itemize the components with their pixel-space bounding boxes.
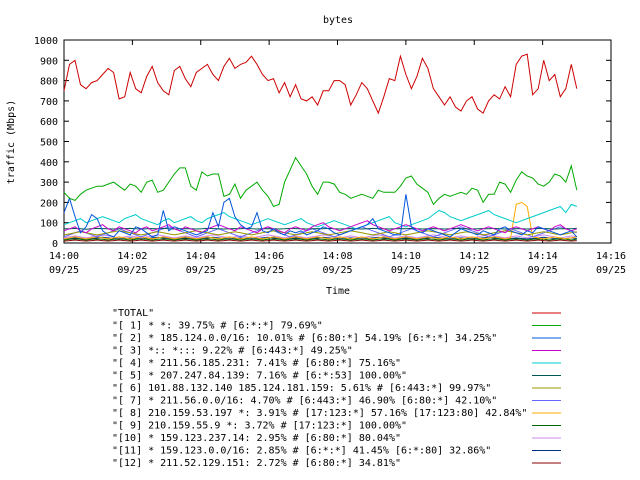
legend-label: "[ 5] * 207.247.84.139: 7.16% # [6:*:53]… [112,371,407,382]
x-tick-time-label: 14:16 [596,251,626,262]
legend-label: "[ 4] * 211.56.185.231: 7.41% # [6:80:*]… [112,358,401,369]
y-tick-label: 400 [40,158,58,169]
legend-label: "[ 3] *:: *::: 9.22% # [6:443:*] 49.25%" [112,346,353,357]
y-tick-label: 0 [52,239,58,250]
series-line-2 [63,194,578,238]
legend-label: "[12] * 211.52.129.151: 2.72% # [6:80:*]… [112,458,401,469]
legend-label: "[ 7] * 211.56.0.0/16: 4.70% # [6:443:*]… [112,396,497,407]
legend-label: "TOTAL" [112,308,154,319]
legend-label: "[ 2] * 185.124.0.0/16: 10.01% # [6:80:*… [112,333,497,344]
x-tick-date-label: 09/25 [459,265,489,276]
x-tick-time-label: 14:02 [117,251,147,262]
x-tick-time-label: 14:06 [254,251,284,262]
x-tick-date-label: 09/25 [596,265,626,276]
series-line-3 [63,220,577,234]
y-tick-label: 1000 [34,36,58,47]
y-tick-label: 800 [40,77,58,88]
axis-ticks: 0 100 200 300 400 500 600 700 800 900 1000 14:00 09/… [34,36,626,276]
chart-title: bytes [323,15,353,26]
x-tick-time-label: 14:08 [322,251,352,262]
y-tick-label: 100 [40,219,58,230]
x-tick-time-label: 14:10 [391,251,421,262]
y-tick-label: 300 [40,178,58,189]
x-tick-time-label: 14:14 [528,251,558,262]
legend-label: "[ 1] * *: 39.75% # [6:*:*] 79.69%" [112,321,323,332]
legend-label: "[ 6] 101.88.132.140 185.124.181.159: 5.… [112,383,491,394]
y-tick-label: 500 [40,138,58,149]
y-tick-label: 600 [40,117,58,128]
x-tick-date-label: 09/25 [49,265,79,276]
series-line-0 [63,53,578,115]
y-tick-label: 200 [40,198,58,209]
legend: "TOTAL" "[ 1] * *: 39.75% # [6:*:*] 79.69… [112,308,561,469]
x-tick-date-label: 09/25 [322,265,352,276]
x-tick-time-label: 14:12 [459,251,489,262]
x-tick-time-label: 14:04 [186,251,216,262]
legend-label: "[10] * 159.123.237.14: 2.95% # [6:80:*]… [112,433,401,444]
y-tick-label: 700 [40,97,58,108]
y-tick-label: 900 [40,56,58,67]
x-tick-date-label: 09/25 [528,265,558,276]
series-line-9 [63,238,577,241]
series-line-12 [63,239,577,242]
series-line-1 [63,156,578,208]
legend-label: "[11] * 159.123.0.0/16: 2.85% # [6:*:*] … [112,446,491,457]
x-tick-date-label: 09/25 [391,265,421,276]
x-tick-date-label: 09/25 [117,265,147,276]
series-line-4 [63,203,577,230]
x-axis-label: Time [326,286,350,297]
series-lines [63,53,578,242]
legend-label: "[ 9] 210.159.55.9 *: 3.72% # [17:123:*]… [112,421,407,432]
series-line-8 [63,201,577,240]
y-axis-label: traffic (Mbps) [6,100,17,184]
x-tick-time-label: 14:00 [49,251,79,262]
x-tick-date-label: 09/25 [254,265,284,276]
x-tick-date-label: 09/25 [186,265,216,276]
legend-label: "[ 8] 210.159.53.197 *: 3.91% # [17:123:… [112,408,527,419]
